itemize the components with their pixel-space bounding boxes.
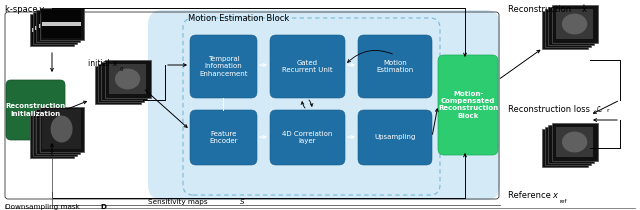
Bar (30, 14, 74, 46)
Text: x: x (112, 59, 116, 68)
Ellipse shape (112, 71, 137, 91)
Bar (556, 9, 593, 39)
Text: ℒ: ℒ (596, 105, 602, 114)
Text: Reference: Reference (508, 191, 554, 200)
Bar (550, 13, 587, 43)
Bar (101, 62, 147, 100)
Bar (36, 109, 81, 154)
FancyBboxPatch shape (148, 10, 500, 200)
Text: Reconstruction: Reconstruction (508, 5, 573, 14)
Bar (40, 8, 84, 40)
Bar (553, 129, 590, 159)
Text: Downsampling mask: Downsampling mask (5, 204, 82, 210)
Bar (32, 28, 72, 32)
Text: x: x (552, 191, 557, 200)
FancyBboxPatch shape (190, 35, 257, 98)
Text: 4D Correlation
layer: 4D Correlation layer (282, 131, 333, 144)
Ellipse shape (41, 122, 63, 148)
Bar (556, 127, 593, 157)
Text: Feature
Encoder: Feature Encoder (209, 131, 237, 144)
Bar (38, 12, 78, 40)
Ellipse shape (115, 68, 140, 89)
Bar (104, 60, 150, 98)
Bar (35, 113, 75, 153)
Text: S: S (240, 199, 244, 205)
Ellipse shape (562, 131, 588, 152)
Text: Reconstruction
Initialization: Reconstruction Initialization (5, 104, 65, 117)
Bar (547, 133, 584, 163)
Bar (33, 12, 77, 44)
Text: Gated
Recurrent Unit: Gated Recurrent Unit (282, 60, 333, 73)
Bar (100, 70, 136, 100)
Bar (545, 127, 591, 165)
Ellipse shape (552, 20, 578, 41)
Bar (98, 64, 144, 102)
Bar (542, 11, 588, 49)
Text: x̂: x̂ (582, 5, 587, 14)
Text: r: r (606, 108, 609, 113)
Bar (542, 129, 588, 167)
Ellipse shape (51, 116, 72, 143)
Bar (38, 24, 78, 28)
Bar (106, 66, 143, 96)
Ellipse shape (109, 72, 134, 93)
Text: Motion-
Compensated
Reconstruction
Block: Motion- Compensated Reconstruction Block (438, 92, 498, 118)
Bar (95, 66, 141, 104)
Text: ref: ref (560, 199, 568, 204)
Bar (553, 11, 590, 41)
Ellipse shape (559, 134, 584, 154)
Bar (35, 14, 75, 42)
FancyBboxPatch shape (190, 110, 257, 165)
Bar (42, 22, 81, 26)
Bar (42, 10, 81, 38)
Text: Motion
Estimation: Motion Estimation (376, 60, 413, 73)
Bar (35, 26, 75, 30)
Bar (548, 125, 595, 163)
Bar (550, 131, 587, 161)
Bar (40, 106, 84, 151)
Bar (552, 5, 598, 43)
Ellipse shape (562, 14, 588, 34)
Ellipse shape (44, 119, 66, 147)
Text: D: D (100, 204, 106, 210)
Bar (33, 110, 77, 155)
FancyBboxPatch shape (270, 110, 345, 165)
FancyBboxPatch shape (270, 35, 345, 98)
FancyBboxPatch shape (358, 35, 432, 98)
Ellipse shape (47, 118, 69, 144)
Bar (32, 16, 72, 44)
Bar (109, 64, 146, 94)
Text: Upsampling: Upsampling (374, 134, 416, 140)
Text: Reconstruction loss: Reconstruction loss (508, 105, 593, 114)
Bar (38, 111, 78, 151)
Text: Temporal
Infomation
Enhancement: Temporal Infomation Enhancement (199, 56, 248, 76)
Bar (42, 109, 81, 149)
Text: k-space: k-space (5, 5, 40, 14)
Ellipse shape (552, 138, 578, 159)
FancyBboxPatch shape (438, 55, 498, 155)
FancyBboxPatch shape (6, 80, 65, 140)
Bar (32, 115, 72, 155)
Text: 0: 0 (120, 67, 124, 72)
Ellipse shape (556, 18, 581, 38)
Bar (103, 68, 140, 98)
Ellipse shape (556, 135, 581, 156)
Bar (552, 123, 598, 161)
Text: Motion Estimation Block: Motion Estimation Block (188, 14, 289, 23)
Ellipse shape (106, 75, 131, 96)
Ellipse shape (559, 16, 584, 37)
Bar (30, 113, 74, 158)
Text: Sensitivity maps: Sensitivity maps (148, 199, 210, 205)
FancyBboxPatch shape (358, 110, 432, 165)
Bar (545, 9, 591, 47)
Text: y: y (38, 5, 43, 14)
Text: initial: initial (88, 59, 112, 68)
Bar (36, 10, 81, 42)
Bar (548, 7, 595, 45)
Bar (547, 15, 584, 45)
